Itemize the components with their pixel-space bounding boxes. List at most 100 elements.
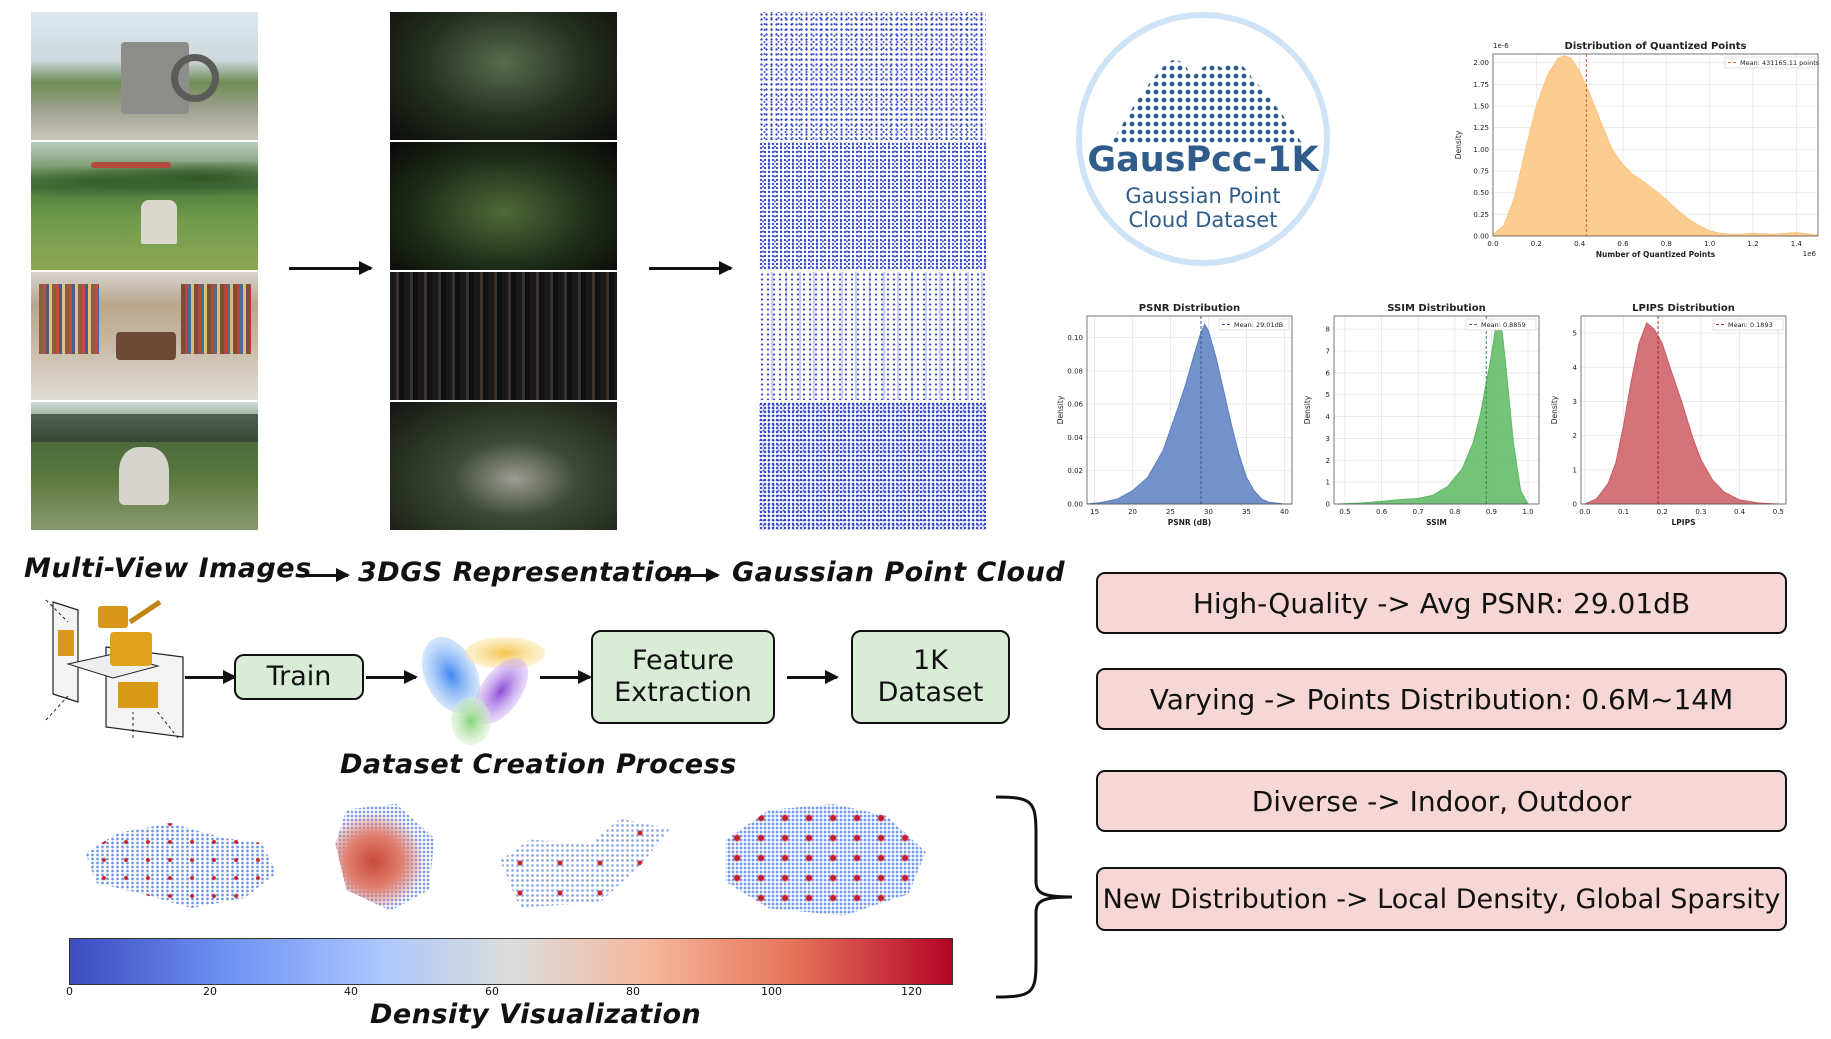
x-axis-label: SSIM [1426, 518, 1447, 527]
x-tick-label: 1.0 [1704, 240, 1715, 248]
legend-box [1465, 318, 1537, 331]
plot-frame [1333, 315, 1540, 505]
pointcloud-garden [759, 142, 986, 270]
right-curly-brace [995, 795, 1073, 999]
3dgs-park [390, 12, 617, 140]
logo-sub-2: Cloud Dataset [1128, 208, 1278, 232]
x-tick-label: 0.1 [1618, 508, 1629, 516]
pointcloud-park [759, 12, 986, 140]
colorbar-tick: 80 [626, 985, 640, 998]
x-tick-label: 0.0 [1579, 508, 1590, 516]
arrow-to-feature-extraction [540, 670, 592, 684]
x-tick-label: 15 [1090, 508, 1099, 516]
dot-mountains-icon [1112, 60, 1302, 144]
density-area [1492, 55, 1819, 237]
arrow-label-1 [296, 568, 350, 582]
y-axis-label: Density [1550, 395, 1559, 424]
x-tick-label: 20 [1128, 508, 1137, 516]
x-tick-label: 0.3 [1695, 508, 1706, 516]
y-tick-label: 1.25 [1473, 124, 1489, 132]
x-tick-label: 25 [1166, 508, 1175, 516]
y-tick-label: 2.00 [1473, 59, 1489, 67]
train-box: Train [234, 654, 364, 700]
3dgs-courtyard [390, 402, 617, 530]
colorbar-tick: 0 [66, 985, 73, 998]
3dgs-library [390, 272, 617, 400]
legend-box [1724, 56, 1816, 69]
density-area [1584, 321, 1779, 505]
plot-frame [1580, 315, 1787, 505]
y-tick-label: 0.04 [1067, 434, 1083, 442]
photo-library [31, 272, 258, 400]
plot-frame [1492, 53, 1819, 237]
pointcloud-library [759, 272, 986, 400]
legend-label: Mean: 431165.11 points [1740, 59, 1820, 67]
dataset-creation-caption: Dataset Creation Process [340, 749, 737, 780]
plot-frame [1086, 315, 1293, 505]
y-tick-label: 7 [1326, 347, 1330, 355]
density-heatmaps [70, 793, 960, 923]
chart-title: PSNR Distribution [1139, 303, 1240, 314]
density-scene-2 [335, 803, 435, 911]
photo-courtyard [31, 402, 258, 530]
y-tick-label: 1 [1573, 466, 1577, 474]
x-tick-label: 0.7 [1413, 508, 1424, 516]
density-scene-3 [500, 818, 670, 908]
label-gaussian-point-cloud: Gaussian Point Cloud [732, 557, 1066, 588]
legend-label: Mean: 0.1893 [1728, 321, 1773, 329]
y-tick-label: 4 [1573, 364, 1578, 372]
legend-label: Mean: 0.8859 [1481, 321, 1526, 329]
density-area [1337, 321, 1529, 505]
x-tick-label: 0.4 [1734, 508, 1746, 516]
gaussian-splats-icon [413, 625, 548, 745]
density-scene-4 [725, 804, 926, 916]
y-tick-label: 0.75 [1473, 168, 1489, 176]
y-tick-label: 0.08 [1067, 367, 1083, 375]
y-tick-label: 1.00 [1473, 146, 1489, 154]
legend-label: Mean: 29.01dB [1234, 321, 1283, 329]
y-tick-label: 0.02 [1067, 467, 1083, 475]
colorbar-tick: 100 [761, 985, 782, 998]
arrow-3dgs-to-pointcloud [649, 261, 733, 275]
3dgs-garden [390, 142, 617, 270]
multiview-camera-icon [38, 592, 188, 740]
chart-title: Distribution of Quantized Points [1565, 41, 1747, 52]
pointcloud-courtyard [759, 402, 986, 530]
x-tick-label: 0.9 [1486, 508, 1497, 516]
y-tick-label: 0 [1573, 501, 1577, 509]
y-axis-label: Density [1454, 130, 1463, 159]
arrow-images-to-3dgs [289, 261, 373, 275]
feature-box-diverse: Diverse -> Indoor, Outdoor [1096, 770, 1787, 832]
y-tick-label: 3 [1326, 435, 1330, 443]
colorbar-ticks: 0 20 40 60 80 100 120 [66, 985, 951, 1001]
x-tick-label: 0.2 [1531, 240, 1542, 248]
y-axis-label: Density [1303, 395, 1312, 424]
colorbar-tick: 120 [901, 985, 922, 998]
arrow-to-dataset [787, 670, 839, 684]
logo-name: GausPcc-1K [1087, 140, 1319, 180]
x-tick-label: 0.5 [1773, 508, 1784, 516]
y-tick-label: 3 [1573, 398, 1577, 406]
x-tick-label: 0.6 [1617, 240, 1629, 248]
y-tick-label: 0.25 [1473, 211, 1489, 219]
legend-box [1712, 318, 1784, 331]
y-scale-note: 1e-6 [1493, 42, 1509, 50]
x-tick-label: 30 [1204, 508, 1213, 516]
y-tick-label: 0 [1326, 501, 1330, 509]
y-tick-label: 0.06 [1067, 401, 1083, 409]
colorbar-tick: 60 [485, 985, 499, 998]
x-axis-label: LPIPS [1672, 518, 1696, 527]
feature-box-varying: Varying -> Points Distribution: 0.6M~14M [1096, 668, 1787, 730]
feature-box-distribution: New Distribution -> Local Density, Globa… [1096, 867, 1787, 931]
x-tick-label: 1.2 [1747, 240, 1758, 248]
arrow-to-train [185, 670, 237, 684]
y-tick-label: 0.50 [1473, 189, 1489, 197]
y-tick-label: 0.10 [1067, 334, 1083, 342]
feature-box-quality: High-Quality -> Avg PSNR: 29.01dB [1096, 572, 1787, 634]
quantized-points-chart: Distribution of Quantized Points 0.00 0.25… [1454, 41, 1820, 259]
y-tick-label: 1.75 [1473, 81, 1489, 89]
x-tick-label: 40 [1280, 508, 1289, 516]
logo-sub-1: Gaussian Point [1125, 184, 1281, 208]
arrow-label-2 [666, 568, 720, 582]
density-visualization-caption: Density Visualization [370, 999, 702, 1030]
